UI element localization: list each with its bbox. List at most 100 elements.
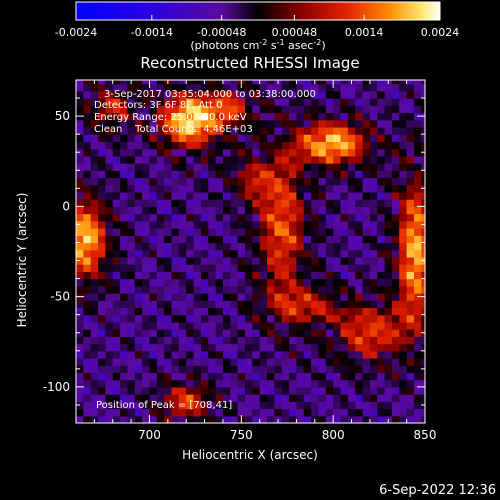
heatmap-cell [406,372,415,381]
heatmap-cell [120,80,129,85]
heatmap-cell [127,329,136,337]
heatmap-cell [391,126,400,135]
heatmap-cell [90,372,99,381]
heatmap-cell [318,163,327,171]
heatmap-cell [200,105,209,114]
heatmap-cell [355,98,364,106]
heatmap-cell [252,213,261,222]
heatmap-cell [406,408,415,417]
heatmap-cell [384,271,393,280]
heatmap-cell [164,220,173,229]
heatmap-cell [362,379,371,388]
heatmap-cell [267,177,275,186]
heatmap-cell [384,98,393,106]
colorbar [75,1,441,21]
heatmap-cell [230,350,239,359]
heatmap-cell [98,155,106,164]
heatmap-cell [90,336,99,345]
heatmap-cell [149,307,158,316]
heatmap-cell [230,199,239,207]
heatmap-cell [186,105,195,114]
heatmap-cell [237,90,246,99]
heatmap-cell [413,314,422,323]
heatmap-cell [208,141,217,150]
heatmap-cell [362,242,371,251]
heatmap-cell [347,336,356,345]
heatmap-cell [208,365,217,374]
heatmap-cell [83,264,92,272]
heatmap-cell [413,242,422,251]
heatmap-cell [311,372,320,381]
heatmap-cell [355,350,364,359]
heatmap-cell [289,191,298,200]
heatmap-cell [215,379,224,388]
heatmap-cell [193,278,202,287]
heatmap-cell [289,307,298,316]
heatmap-cell [120,98,129,106]
heatmap-cell [384,358,393,366]
heatmap-cell [164,314,173,323]
heatmap-cell [142,321,151,330]
heatmap-cell [83,112,92,121]
heatmap-cell [222,415,231,423]
heatmap-cell [156,235,165,244]
heatmap-cell [142,112,151,121]
heatmap-cell [76,206,84,215]
heatmap-cell [156,98,165,106]
heatmap-cell [413,141,422,150]
heatmap-cell [355,213,364,222]
heatmap-cell [105,134,114,142]
heatmap-cell [296,307,305,316]
heatmap-cell [355,415,364,423]
heatmap-cell [289,343,298,352]
heatmap-cell [296,321,305,330]
heatmap-cell [391,141,400,150]
heatmap-cell [384,199,393,207]
heatmap-cell [289,271,298,280]
heatmap-cell [120,343,129,352]
heatmap-cell [76,307,84,316]
heatmap-cell [112,358,121,366]
heatmap-cell [384,191,393,200]
heatmap-cell [325,98,334,106]
heatmap-cell [237,155,246,164]
heatmap-cell [244,213,253,222]
heatmap-cell [413,365,422,374]
heatmap-cell [105,90,114,99]
heatmap-cell [311,285,320,294]
heatmap-cell [406,285,415,294]
heatmap-cell [149,242,158,251]
heatmap-cell [90,365,99,374]
heatmap-cell [303,148,312,157]
heatmap-cell [384,285,393,294]
heatmap-cell [120,329,129,337]
heatmap-cell [303,98,312,106]
heatmap-cell [222,329,231,337]
heatmap-cell [355,119,364,128]
heatmap-cell [215,336,224,345]
heatmap-cell [259,184,268,193]
heatmap-cell [127,126,136,135]
heatmap-cell [399,249,408,258]
heatmap-cell [362,278,371,287]
heatmap-cell [377,242,386,251]
heatmap-cell [215,386,224,395]
heatmap-cell [259,90,268,99]
heatmap-cell [377,386,386,395]
heatmap-cell [318,83,327,92]
heatmap-cell [90,105,99,114]
heatmap-cell [156,184,165,193]
heatmap-cell [318,336,327,345]
heatmap-cell [230,80,239,85]
heatmap-cell [112,134,121,142]
heatmap-cell [274,350,283,359]
heatmap-cell [230,358,239,366]
heatmap-cell [333,170,342,179]
heatmap-cell [325,300,334,309]
heatmap-cell [76,105,84,114]
heatmap-cell [303,184,312,193]
heatmap-cell [200,235,209,244]
heatmap-cell [362,90,371,99]
heatmap-cell [340,343,349,352]
heatmap-cell [311,401,320,410]
